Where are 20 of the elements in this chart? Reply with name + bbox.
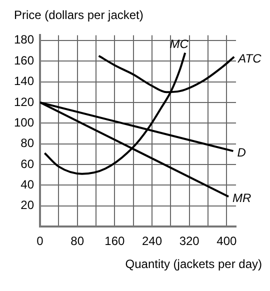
- y-tick-label: 40: [20, 178, 34, 192]
- x-tick-label: 80: [70, 234, 84, 248]
- y-axis-title: Price (dollars per jacket): [14, 8, 144, 22]
- x-axis-title: Quantity (jackets per day): [124, 257, 262, 271]
- x-tick-label: 320: [179, 234, 200, 248]
- y-tick-label: 100: [14, 115, 34, 130]
- x-tick-label: 0: [36, 234, 44, 248]
- x-tick-label: 160: [104, 234, 126, 248]
- y-tick-label: 20: [20, 198, 34, 212]
- y-tick-label: 140: [14, 74, 34, 88]
- series-label: MR: [232, 190, 252, 205]
- y-tick-label: 160: [14, 53, 34, 68]
- y-tick-label: 80: [20, 136, 34, 150]
- y-tick-label: 120: [14, 94, 34, 109]
- x-tick-label: 240: [142, 234, 162, 248]
- y-tick-label: 180: [14, 32, 34, 47]
- series-label: D: [237, 145, 246, 160]
- y-tick-label: 60: [20, 156, 34, 171]
- series-label: ATC: [237, 51, 262, 66]
- x-tick-label: 400: [216, 234, 237, 248]
